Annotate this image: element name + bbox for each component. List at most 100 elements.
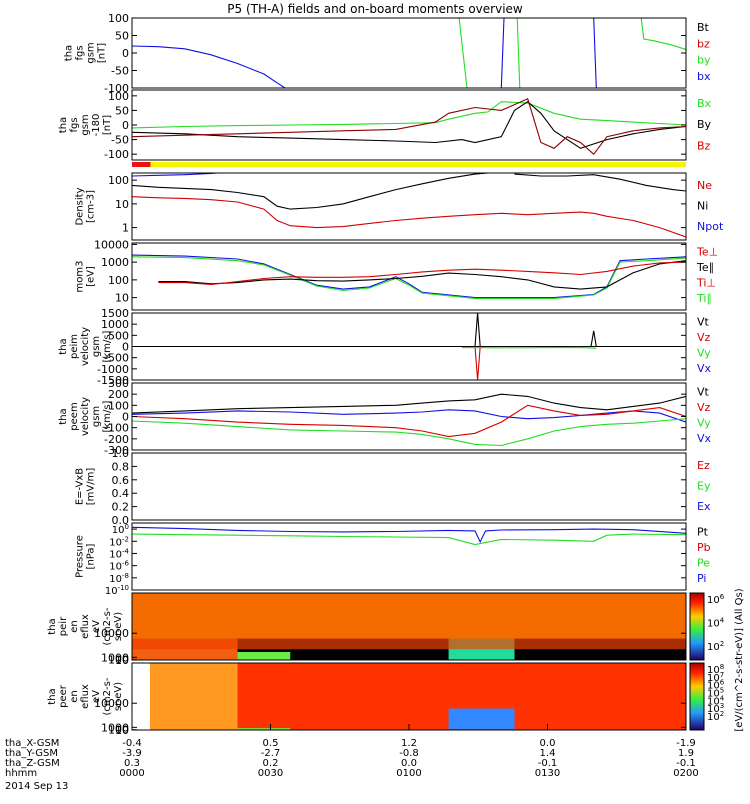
fgs-legend-Bt: Bt — [697, 21, 710, 34]
peem-frame — [132, 383, 686, 450]
efield-ylabel: [mV/m] — [86, 468, 97, 506]
peim-ylabel: [km/s] — [102, 330, 113, 362]
peim-ylabel: gsm — [91, 336, 102, 357]
peem-legend-Vy: Vy — [697, 417, 711, 430]
fgs-ytick-label: 50 — [115, 30, 129, 43]
peem-series-Vy — [132, 419, 686, 446]
peir-top-band — [132, 593, 686, 649]
fgs_dsl-legend-Bz: Bz — [697, 139, 711, 152]
ephemeris-value: 0200 — [673, 768, 698, 779]
fgs-ytick-label: -50 — [111, 65, 129, 78]
efield-legend-Ey: Ey — [697, 480, 711, 493]
peir-ylabel: tha — [47, 618, 58, 634]
peir-ytick-label: 10 — [115, 654, 129, 667]
temperature-series-Te-red — [158, 262, 686, 284]
fgs_dsl-ylabel: gsm — [80, 114, 91, 135]
peir-colorbar-label: 106 — [707, 593, 725, 606]
fgs_dsl-ytick-label: 0 — [122, 119, 129, 132]
peem-legend-Vt: Vt — [697, 385, 710, 398]
fgs-series-by-end — [641, 18, 686, 50]
peir-colorbar-label: 102 — [707, 640, 724, 653]
peir-ylabel: eV — [91, 620, 102, 633]
pressure-ytick-label: 10-10 — [105, 584, 129, 597]
peer-colorbar — [690, 663, 704, 730]
peir-colorbar-label: 104 — [707, 617, 725, 630]
pressure-frame — [132, 523, 686, 590]
peem-background — [132, 383, 686, 450]
fgs_dsl-ylabel: -180 — [91, 114, 102, 137]
temperature-series — [132, 255, 686, 298]
fgs-ylabel: tha — [64, 45, 75, 61]
peer-gap — [132, 663, 150, 730]
temperature-background — [132, 243, 686, 310]
peim-series-Vt-spike — [475, 313, 480, 347]
efield-ytick-label: 0.8 — [112, 460, 130, 473]
peem-ylabel: peem — [69, 402, 80, 430]
peer-ylabel: tha — [47, 688, 58, 704]
density-series-Ni — [132, 173, 488, 209]
peem-ylabel: tha — [58, 408, 69, 424]
peim-legend-Vx: Vx — [697, 362, 712, 375]
pressure-legend-Pt: Pt — [697, 525, 709, 538]
peem-series — [132, 394, 686, 445]
pressure-ytick-label: 10-6 — [109, 560, 129, 573]
colorbar-title: [eV/(cm^2-s-str-eV)] (All Qs) — [734, 588, 745, 731]
efield-background — [132, 453, 686, 520]
pressure-background — [132, 523, 686, 590]
peir-colorbar — [690, 593, 704, 660]
efield-ylabel: E=-VxB — [75, 468, 86, 505]
peim-legend-Vz: Vz — [697, 331, 711, 344]
peem-ylabel: [km/s] — [102, 400, 113, 432]
density-series — [132, 173, 686, 238]
pressure-legend-Pb: Pb — [697, 541, 711, 554]
peer-region-2 — [449, 709, 515, 729]
temperature-ytick-label: 10000 — [94, 238, 129, 251]
fgs_dsl-ylabel: [nT] — [102, 115, 113, 135]
fgs-series-bx-spike2 — [594, 18, 597, 88]
pressure-ylabel: [nPa] — [86, 543, 97, 569]
pressure-legend-Pe: Pe — [697, 557, 710, 570]
density-ylabel: Density — [75, 187, 86, 225]
pressure-ytick-label: 10-4 — [109, 547, 129, 560]
peim-series-Vz-spike — [475, 347, 480, 381]
fgs-ytick-label: 100 — [108, 12, 129, 25]
density-series-Ni-right — [515, 174, 687, 191]
efield-ytick-label: 1.0 — [112, 447, 130, 460]
peim-ylabel: velocity — [80, 327, 91, 366]
temperature-ytick-label: 10 — [115, 292, 129, 305]
fgs_dsl-legend-Bx: Bx — [697, 97, 712, 110]
peem-legend-Vz: Vz — [697, 401, 711, 414]
fgs-legend-by: by — [697, 54, 711, 67]
peir-region-1 — [238, 652, 291, 660]
peer-ylabel: eV — [91, 690, 102, 703]
pressure-ytick-label: 100 — [112, 523, 129, 536]
peir-ylabel: eflux — [80, 614, 91, 639]
temperature-series-Ti — [132, 255, 686, 298]
fgs-series-bx-spike — [501, 18, 504, 88]
fgs_dsl-legend-By: By — [697, 118, 712, 131]
fgs-frame — [132, 18, 686, 88]
density-ytick-label: 100 — [108, 174, 129, 187]
peer-ytick-label: 10 — [115, 724, 129, 737]
fgs_dsl-ylabel: fgs — [69, 117, 80, 132]
figure-title: P5 (TH-A) fields and on-board moments ov… — [227, 2, 523, 16]
fgs-series-by-spike — [517, 18, 520, 88]
peem-ylabel: velocity — [80, 397, 91, 436]
peim-series — [132, 313, 686, 380]
peem-series-Vt — [132, 394, 686, 413]
peim-series-Vt-spike2 — [591, 331, 596, 347]
ephemeris-value: 0100 — [396, 768, 421, 779]
fgs-legend-bz: bz — [697, 37, 710, 50]
fgs_dsl-ytick-label: -100 — [104, 148, 129, 161]
peem-legend-Vx: Vx — [697, 432, 712, 445]
density-frame — [132, 173, 686, 240]
peer-ylabel: sr-eV) — [113, 682, 124, 711]
x-axis-date: 2014 Sep 13 — [5, 781, 68, 792]
fgs_dsl-ytick-label: 50 — [115, 104, 129, 117]
temperature-ytick-label: 100 — [108, 274, 129, 287]
mode-bar-segment-1 — [150, 162, 686, 167]
temperature-ytick-label: 1000 — [101, 256, 129, 269]
peim-ylabel: tha — [58, 338, 69, 354]
peim-legend-Vy: Vy — [697, 347, 711, 360]
